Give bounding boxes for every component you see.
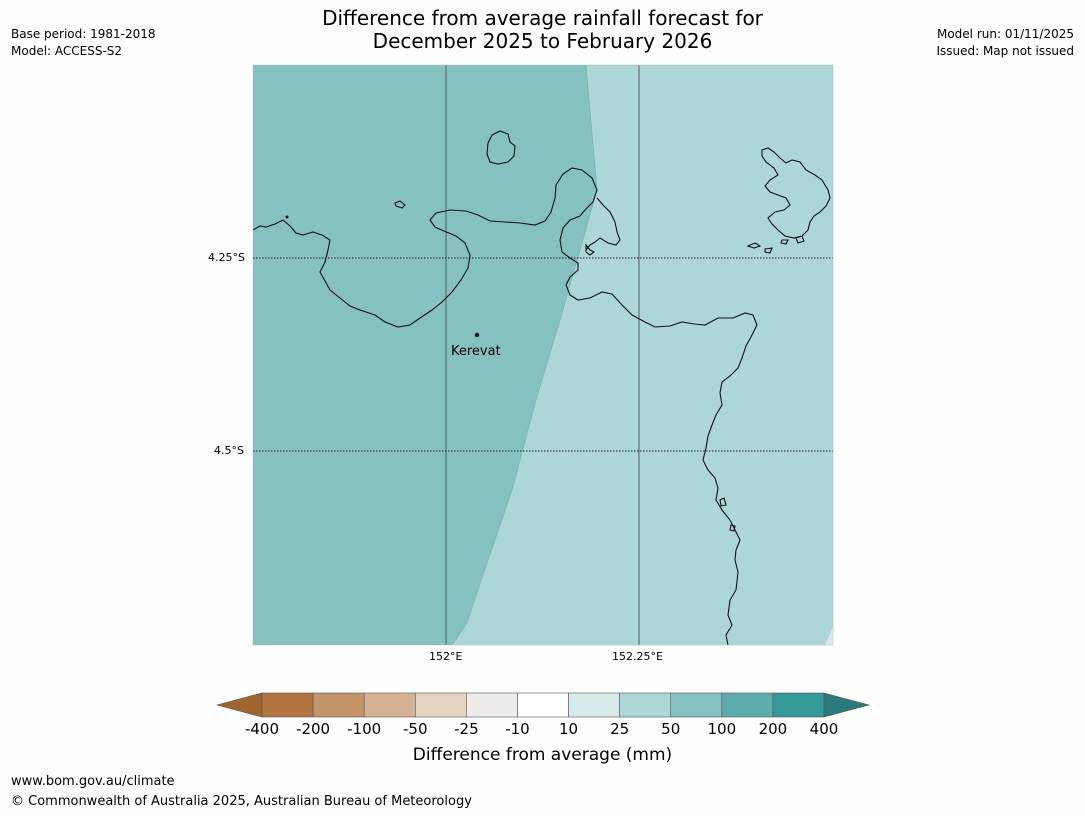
colorbar-tick-label: 50 <box>661 720 681 738</box>
lon-tick-152: 152°E <box>429 650 463 663</box>
coast-small-island-6 <box>795 235 805 244</box>
colorbar <box>215 692 871 718</box>
title-line-1: Difference from average rainfall forecas… <box>322 6 763 30</box>
coast-small-island-8 <box>729 524 736 532</box>
colorbar-tick-label: -50 <box>403 720 428 738</box>
model-text: Model: ACCESS-S2 <box>11 44 123 58</box>
coast-gazelle-peninsula <box>253 167 598 328</box>
colorbar-box <box>721 692 774 718</box>
coast-inner-bay <box>585 197 621 251</box>
colorbar-box <box>261 692 314 718</box>
lon-tick-152-25: 152.25°E <box>612 650 663 663</box>
coast-watom-island <box>486 130 516 165</box>
colorbar-tick-label: 100 <box>707 720 737 738</box>
model-run-text: Model run: 01/11/2025 <box>936 27 1074 41</box>
colorbar-box <box>312 692 365 718</box>
lat-tick-4-5: 4.5°S <box>214 444 244 457</box>
colorbar-box <box>568 692 620 718</box>
lat-tick-4-25: 4.25°S <box>208 251 245 264</box>
colorbar-box <box>466 692 518 718</box>
colorbar-label: Difference from average (mm) <box>412 745 673 765</box>
colorbar-box <box>670 692 723 718</box>
colorbar-tick-label: 400 <box>809 720 839 738</box>
colorbar-tick-label: 25 <box>610 720 630 738</box>
coast-small-island-1 <box>585 243 596 256</box>
islet-marker <box>285 215 289 219</box>
meta-right: Model run: 01/11/2025 Issued: Map not is… <box>936 26 1074 60</box>
base-period-text: Base period: 1981-2018 <box>11 27 156 41</box>
colorbar-boxes <box>261 692 825 718</box>
coast-rabaul-east <box>559 215 758 645</box>
meta-left: Base period: 1981-2018 Model: ACCESS-S2 <box>11 26 156 60</box>
place-label-kerevat: Kerevat <box>451 344 501 359</box>
coast-small-island-4 <box>764 247 773 254</box>
region-edge-bottom-right <box>825 627 833 645</box>
colorbar-box <box>517 692 569 718</box>
coastlines <box>253 130 831 645</box>
footer-url[interactable]: www.bom.gov.au/climate <box>11 774 175 789</box>
colorbar-tick-label: 200 <box>758 720 788 738</box>
colorbar-box <box>414 692 467 718</box>
colorbar-tick-label: -25 <box>454 720 479 738</box>
colorbar-tick-label: -10 <box>505 720 530 738</box>
coast-small-island-7 <box>719 497 727 507</box>
colorbar-extend-low <box>215 692 263 718</box>
footer-copyright: © Commonwealth of Australia 2025, Austra… <box>11 794 472 809</box>
coast-small-island-5 <box>780 239 789 245</box>
map-title: Difference from average rainfall forecas… <box>0 7 1085 53</box>
coast-small-island-3 <box>746 242 762 249</box>
issued-text: Issued: Map not issued <box>936 44 1074 58</box>
map-frame <box>252 64 834 646</box>
colorbar-tick-label: 10 <box>558 720 579 738</box>
title-line-2: December 2025 to February 2026 <box>372 29 713 53</box>
colorbar-tick-label: -100 <box>347 720 382 738</box>
colorbar-tick-label: -200 <box>296 720 331 738</box>
colorbar-box <box>772 692 825 718</box>
colorbar-extend-high <box>823 692 871 718</box>
colorbar-tick-label: -400 <box>244 720 280 738</box>
colorbar-box <box>619 692 672 718</box>
colorbar-box <box>363 692 416 718</box>
region-wetter <box>253 65 598 645</box>
coast-small-island-2 <box>394 200 406 209</box>
kerevat-marker <box>474 332 480 338</box>
